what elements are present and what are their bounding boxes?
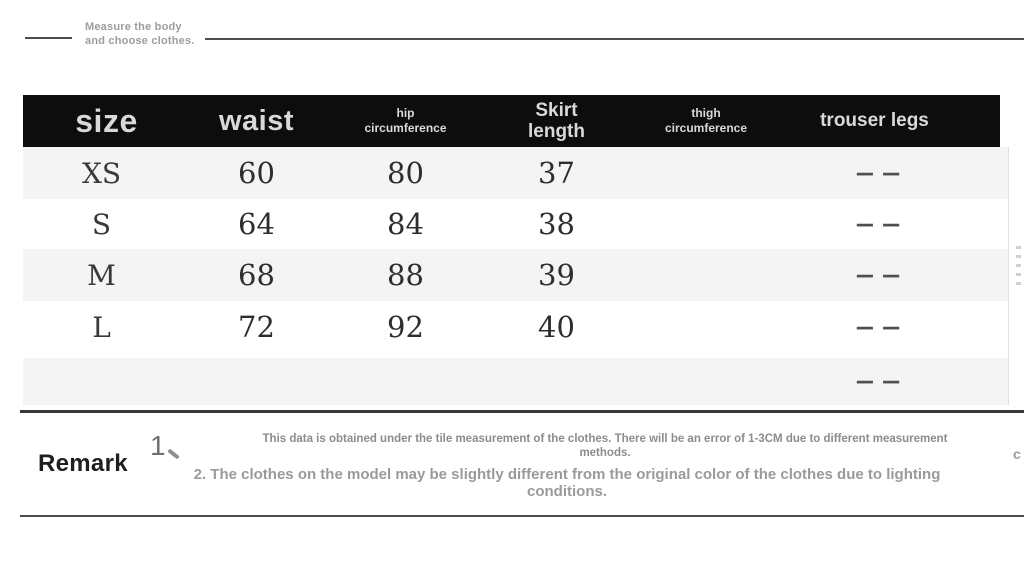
cell-waist: 72 [238,310,275,344]
cell-hip: 92 [387,310,424,344]
col-header-size: size [23,95,180,147]
cell-size: S [91,207,112,241]
table-right-border [1008,147,1009,405]
cell-skirt: 39 [538,258,575,292]
divider-below-remark [20,515,1024,517]
cell-waist [180,358,333,405]
cell-waist: 60 [238,156,275,190]
cell-trouser: — — [855,213,902,235]
remark-note1-text: This data is obtained under the tile mea… [262,433,948,459]
col-header-waist-label: waist [218,104,295,137]
cell-thigh [635,249,777,301]
col-header-hip-circumference: hip circumference [364,106,447,135]
table-row-empty: — — [23,358,1008,405]
cell-size [23,358,180,405]
table-row-s: S 64 84 38 — — [23,199,1008,249]
divider-above-remark [20,410,1024,413]
cell-thigh [635,301,777,353]
decorative-line-left [25,37,72,39]
cell-size: XS [81,156,122,190]
right-edge-artifact [1016,246,1021,286]
cell-thigh [635,199,777,249]
size-table: size waist hip circumference Skirt lengt… [23,95,1008,405]
cell-skirt: 38 [538,207,575,241]
table-row-l: L 72 92 40 — — [23,301,1008,353]
cell-skirt: 40 [538,310,575,344]
remark-note2-text: 2. The clothes on the model may be sligh… [193,466,941,500]
table-row-m: M 68 88 39 — — [23,249,1008,301]
col-header-trouser-legs: trouser legs [820,110,929,131]
cell-hip: 88 [387,258,424,292]
cell-waist: 64 [238,207,275,241]
decorative-line-right [205,38,1024,40]
cell-trouser: — — [855,162,902,184]
measure-note: Measure the body and choose clothes. [85,20,195,48]
col-header-waist: waist [180,95,333,147]
cell-hip: 84 [387,207,424,241]
cell-trouser: — — [855,264,902,286]
col-header-thigh-circumference: thigh circumference [664,106,748,135]
cell-waist: 68 [238,258,275,292]
cjk-comma-mark [167,448,180,460]
cell-size: M [87,258,116,292]
col-header-skirt-length: Skirt length [528,100,585,142]
cell-trouser: — — [855,316,902,338]
remark-label: Remark [38,450,128,477]
right-edge-text-fragment: c [1013,446,1021,462]
cell-skirt: 37 [538,156,575,190]
table-row-xs: XS 60 80 37 — — [23,147,1008,199]
size-table-header-row: size waist hip circumference Skirt lengt… [23,95,1000,147]
cell-thigh [635,147,777,199]
col-header-size-label: size [75,102,138,139]
cell-hip [333,358,478,405]
measure-note-line2: and choose clothes. [85,35,195,47]
cell-trouser: — — [855,371,902,392]
measure-note-line1: Measure the body [85,21,182,33]
cell-hip: 80 [387,156,424,190]
cell-size: L [92,310,111,344]
cell-skirt [478,358,635,405]
cell-thigh [635,358,777,405]
remark-note1-number: 1 [150,430,166,461]
